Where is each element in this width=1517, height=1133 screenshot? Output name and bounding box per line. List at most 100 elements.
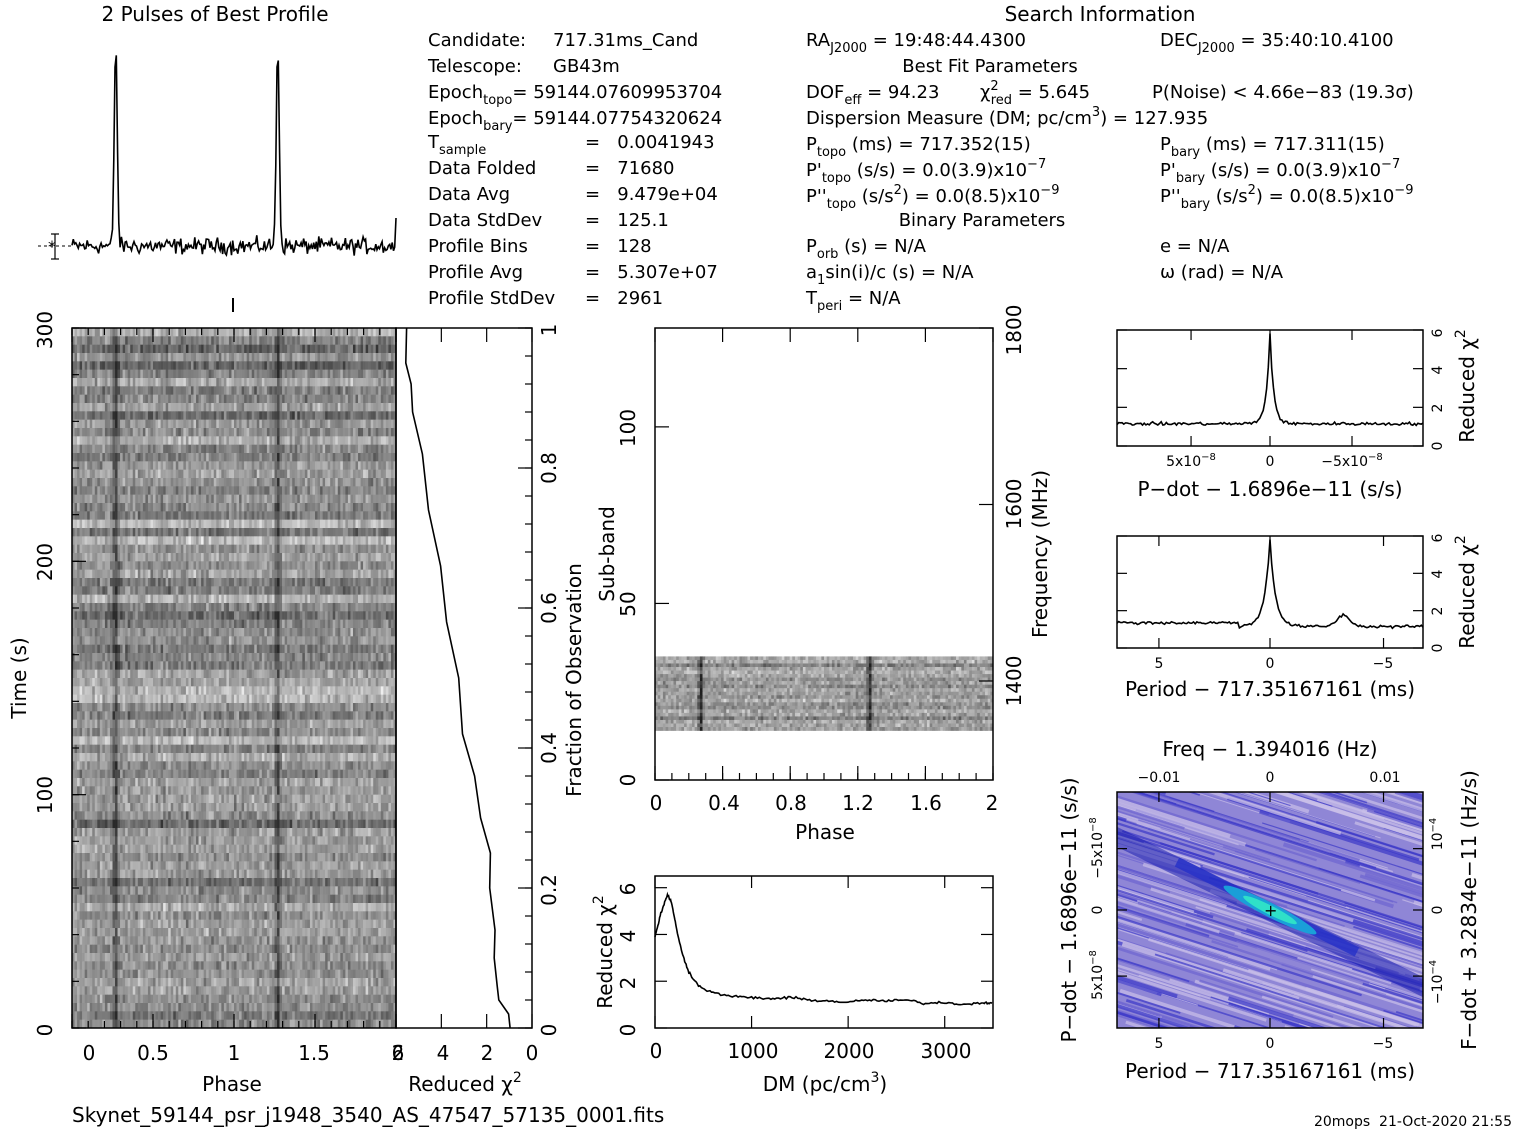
chi2-fraction-frame [395, 327, 533, 1029]
pdot-ylabel: Reduced χ2 [1453, 329, 1479, 443]
cf-ytick-2: 0.4 [537, 732, 561, 764]
info-profile-avg-label: Profile Avg [428, 262, 523, 283]
pp-xtick-2: −5 [1373, 1036, 1394, 1052]
dm-ytick-0: 0 [616, 1024, 640, 1037]
cf-xtick-0: 6 [392, 1041, 405, 1065]
info-telescope-label: Telescope: [427, 56, 522, 77]
info-dec: DECJ2000 = 35:40:10.4100 [1160, 30, 1394, 56]
pp-y2tick-0: 10−4 [1428, 818, 1446, 851]
info-pbary: Pbary (ms) = 717.311(15) [1160, 134, 1385, 160]
pp-xtick-0: 5 [1155, 1036, 1164, 1052]
tp-ytick-1: 100 [33, 776, 57, 814]
pdot-xtick-2: −5x10−8 [1321, 452, 1383, 470]
dm-panel: 0 1000 2000 3000 DM (pc/cm3) 0 2 4 6 Red… [591, 875, 994, 1096]
info-profile-avg-value: = 5.307e+07 [585, 262, 718, 283]
cf-ytick-5: 1 [537, 324, 561, 337]
p-pdot-panel: + Freq − 1.394016 (Hz) −0.01 0 0.01 5 0 … [1057, 737, 1481, 1083]
sb-y2label: Frequency (MHz) [1028, 470, 1052, 638]
dm-xtick-1: 1000 [728, 1039, 779, 1063]
profile-curve [71, 55, 397, 258]
period-ytick-0: 0 [1430, 644, 1446, 653]
info-epoch-bary: Epochbary= 59144.07754320624 [428, 108, 722, 134]
pp-title: Freq − 1.394016 (Hz) [1162, 737, 1377, 761]
info-tperi: Tperi = N/A [805, 288, 901, 314]
search-title: Search Information [1005, 2, 1196, 26]
subband-ticks [654, 327, 994, 781]
info-column-1: Candidate: 717.31ms_Cand Telescope: GB43… [427, 30, 722, 309]
period-ticks [1117, 535, 1423, 649]
cf-ytick-3: 0.6 [537, 592, 561, 624]
cf-xlabel: Reduced χ2 [408, 1070, 522, 1096]
pp-ytick-1: 0 [1090, 906, 1106, 915]
info-dm: Dispersion Measure (DM; pc/cm3) = 127.93… [806, 105, 1208, 129]
period-xtick-1: 0 [1266, 656, 1275, 672]
sb-xtick-0: 0 [650, 791, 663, 815]
period-ytick-1: 2 [1430, 607, 1446, 616]
sb-ytick-2: 100 [616, 409, 640, 447]
pdot-ytick-1: 2 [1430, 404, 1446, 413]
period-curve [1116, 539, 1424, 630]
info-data-folded-value: = 71680 [585, 158, 675, 179]
pp-xtick-1: 0 [1266, 1036, 1275, 1052]
info-ra: RAJ2000 = 19:48:44.4300 [806, 30, 1026, 56]
info-data-stddev-value: = 125.1 [585, 210, 669, 231]
pdot-xlabel: P−dot − 1.6896e−11 (s/s) [1137, 477, 1402, 501]
dm-ticks [654, 876, 993, 1029]
info-profile-bins-value: = 128 [585, 236, 652, 257]
period-ytick-2: 4 [1430, 569, 1446, 578]
info-pddot-bary: P''bary (s/s2) = 0.0(8.5)x10−9 [1160, 183, 1413, 212]
sb-ytick-0: 0 [616, 774, 640, 787]
dm-xlabel: DM (pc/cm3) [763, 1070, 887, 1096]
filename: Skynet_59144_psr_j1948_3540_AS_47547_571… [72, 1103, 664, 1127]
info-pdot-topo: P'topo (s/s) = 0.0(3.9)x10−7 [806, 157, 1046, 186]
subband-panel: 0 0.4 0.8 1.2 1.6 2 Phase 0 50 100 Sub-b… [595, 305, 1052, 844]
period-ytick-3: 6 [1430, 533, 1446, 542]
info-candidate-value: 717.31ms_Cand [553, 30, 698, 51]
tp-ytick-0: 0 [33, 1024, 57, 1037]
pp-ytick-2: 5x10−8 [1088, 950, 1106, 1000]
info-binary-heading: Binary Parameters [899, 210, 1066, 231]
info-best-fit-heading: Best Fit Parameters [902, 56, 1077, 77]
pdot-xtick-0: 5x10−8 [1166, 452, 1216, 470]
pp-best-marker: + [1264, 901, 1277, 920]
dm-ytick-3: 6 [616, 883, 640, 896]
pdot-ytick-2: 4 [1430, 365, 1446, 374]
info-chi2: χ2 red = 5.645 [980, 79, 1090, 108]
info-porb: Porb (s) = N/A [806, 236, 927, 262]
info-data-folded-label: Data Folded [428, 158, 536, 179]
sb-xtick-2: 0.8 [775, 791, 807, 815]
dm-xtick-2: 2000 [824, 1039, 875, 1063]
time-phase-panel: 0 0.5 1 1.5 2 Phase 0 100 200 300 Time (… [7, 311, 404, 1096]
tp-xtick-3: 1.5 [298, 1041, 330, 1065]
sb-ylabel: Sub-band [595, 506, 619, 602]
info-pnoise: P(Noise) < 4.66e−83 (19.3σ) [1152, 82, 1414, 103]
cf-ytick-1: 0.2 [537, 874, 561, 906]
info-a1: a1sin(i)/c (s) = N/A [806, 262, 974, 288]
info-pddot-topo: P''topo (s/s2) = 0.0(8.5)x10−9 [806, 183, 1059, 212]
pdot-ytick-3: 6 [1430, 328, 1446, 337]
info-omega: ω (rad) = N/A [1160, 262, 1284, 283]
info-epoch-topo: Epochtopo= 59144.07609953704 [428, 82, 722, 108]
pp-x2tick-1: 0 [1266, 770, 1275, 786]
sb-xtick-4: 1.6 [910, 791, 942, 815]
cf-ylabel: Fraction of Observation [562, 563, 586, 797]
pp-ylabel: P−dot − 1.6896e−11 (s/s) [1057, 777, 1081, 1042]
cf-xtick-1: 4 [437, 1041, 450, 1065]
info-ecc: e = N/A [1160, 236, 1230, 257]
pp-y2label: F−dot + 3.2834e−11 (Hz/s) [1457, 770, 1481, 1050]
sb-y2tick-1: 1600 [1002, 479, 1026, 530]
pdot-curve [1116, 333, 1424, 427]
dm-curve [654, 891, 993, 1006]
pdot-xtick-1: 0 [1266, 454, 1275, 470]
pp-y2tick-1: 0 [1430, 906, 1446, 915]
tp-xtick-2: 1 [228, 1041, 241, 1065]
chi2-fraction-ticks [395, 327, 533, 1029]
info-profile-stddev-value: = 2961 [585, 288, 663, 309]
sb-y2tick-0: 1400 [1002, 656, 1026, 707]
info-tsample-value: = 0.0041943 [585, 132, 715, 153]
profile-mean-marker: * [48, 237, 56, 256]
sb-xlabel: Phase [795, 820, 855, 844]
dm-xtick-3: 3000 [921, 1039, 972, 1063]
info-candidate-label: Candidate: [428, 30, 526, 51]
